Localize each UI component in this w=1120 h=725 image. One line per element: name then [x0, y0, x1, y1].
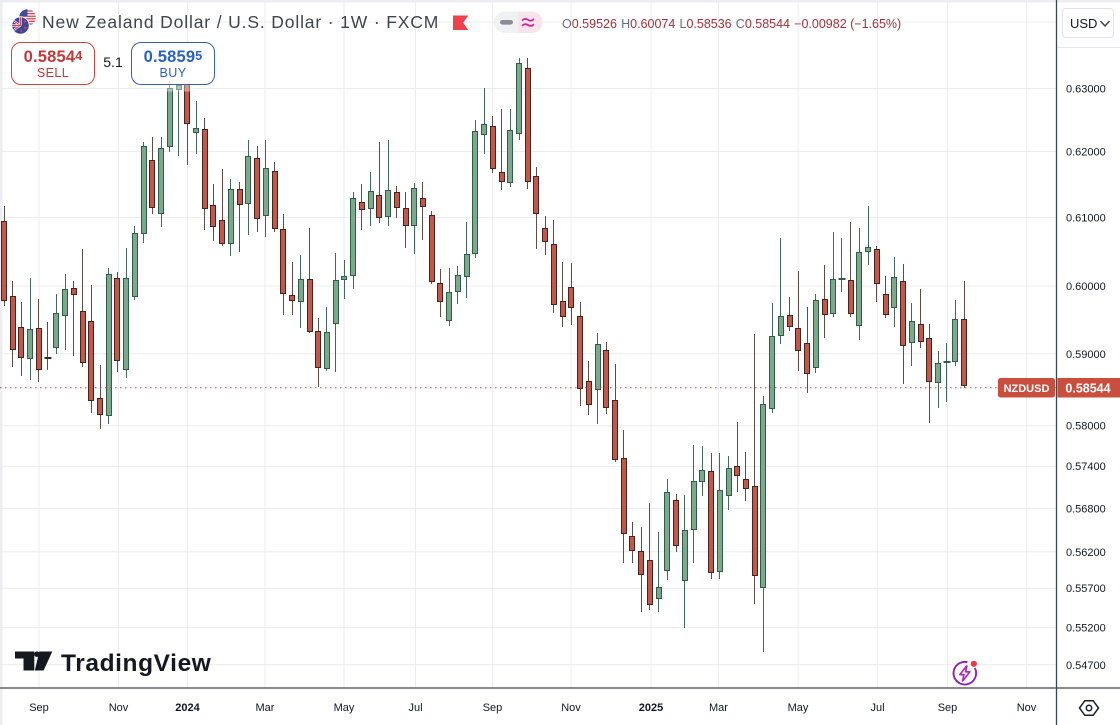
- svg-text:0.58000: 0.58000: [1066, 421, 1106, 433]
- svg-text:May: May: [788, 702, 809, 714]
- svg-text:NZDUSD: NZDUSD: [1004, 383, 1050, 395]
- svg-text:0.55700: 0.55700: [1066, 583, 1106, 595]
- svg-text:0.62000: 0.62000: [1066, 147, 1106, 159]
- svg-text:0.56800: 0.56800: [1066, 503, 1106, 515]
- svg-text:0.55200: 0.55200: [1066, 623, 1106, 635]
- svg-text:0.54700: 0.54700: [1066, 660, 1106, 672]
- svg-text:0.59000: 0.59000: [1066, 349, 1106, 361]
- svg-text:Nov: Nov: [561, 702, 581, 714]
- svg-text:0.60000: 0.60000: [1066, 281, 1106, 293]
- svg-text:0.58544: 0.58544: [1065, 382, 1110, 396]
- svg-text:Nov: Nov: [1017, 702, 1037, 714]
- svg-text:2024: 2024: [175, 702, 200, 714]
- svg-text:Mar: Mar: [709, 702, 728, 714]
- svg-text:Sep: Sep: [483, 702, 503, 714]
- svg-text:Jul: Jul: [870, 702, 884, 714]
- svg-text:2025: 2025: [639, 702, 663, 714]
- svg-text:Mar: Mar: [256, 702, 275, 714]
- svg-text:0.56200: 0.56200: [1066, 547, 1106, 559]
- svg-text:0.57400: 0.57400: [1066, 461, 1106, 473]
- svg-text:0.63000: 0.63000: [1066, 84, 1106, 96]
- svg-text:Nov: Nov: [109, 702, 129, 714]
- svg-text:May: May: [334, 702, 355, 714]
- svg-text:Jul: Jul: [408, 702, 422, 714]
- svg-text:Sep: Sep: [938, 702, 958, 714]
- svg-text:0.61000: 0.61000: [1066, 213, 1106, 225]
- svg-text:Sep: Sep: [29, 702, 49, 714]
